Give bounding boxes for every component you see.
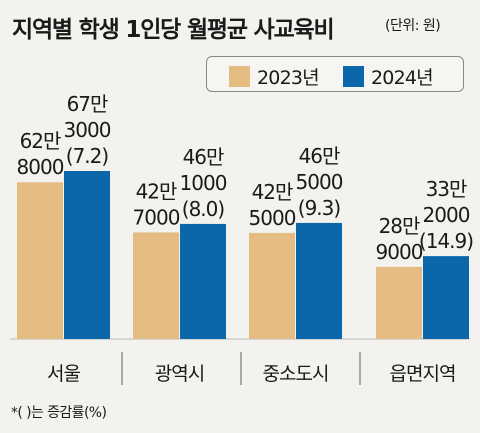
data-label: 9000 <box>376 240 423 264</box>
data-label: 5000 <box>296 170 343 194</box>
category-label: 읍면지역 <box>390 363 456 385</box>
bar-2024-3 <box>423 256 469 339</box>
bar-2023-0 <box>17 182 63 339</box>
bar-2024-1 <box>180 223 226 339</box>
data-label: 1000 <box>180 171 227 195</box>
category-label: 광역시 <box>155 363 204 385</box>
legend-swatch-2023 <box>229 66 250 87</box>
bar-2023-1 <box>133 232 179 339</box>
data-label: 28만 <box>379 214 420 238</box>
chart-title: 지역별 학생 1인당 월평균 사교육비 <box>12 17 335 43</box>
data-label: 46만 <box>183 145 224 169</box>
data-label: 46만 <box>299 144 340 168</box>
data-label: (7.2) <box>66 144 109 168</box>
bar-2023-3 <box>376 266 422 339</box>
data-label: 33만 <box>426 177 467 201</box>
data-label: 42만 <box>136 179 177 203</box>
data-label: 2000 <box>423 203 470 227</box>
footnote: *( )는 증감률(%) <box>11 405 107 421</box>
bar-2024-0 <box>64 171 110 339</box>
legend: 2023년 2024년 <box>206 56 464 92</box>
data-label: 8000 <box>17 155 64 179</box>
category-label: 중소도시 <box>263 363 329 385</box>
data-label: 62만 <box>20 129 61 153</box>
data-label: 42만 <box>252 180 293 204</box>
legend-swatch-2024 <box>343 66 364 87</box>
data-label: (14.9) <box>419 229 473 253</box>
bar-2023-2 <box>249 232 295 339</box>
data-label: (8.0) <box>182 197 225 221</box>
unit-label: (단위: 원) <box>385 18 441 34</box>
data-label: 67만 <box>67 92 108 116</box>
legend-label-2024: 2024년 <box>371 67 434 89</box>
data-label: 3000 <box>64 118 111 142</box>
legend-item-2023: 2023년 <box>229 63 320 90</box>
category-label: 서울 <box>47 363 80 385</box>
data-label: 5000 <box>249 206 296 230</box>
bar-2024-2 <box>296 222 342 339</box>
legend-item-2024: 2024년 <box>343 63 434 90</box>
legend-label-2023: 2023년 <box>257 67 320 89</box>
data-label: (9.3) <box>298 196 341 220</box>
data-label: 7000 <box>133 205 180 229</box>
